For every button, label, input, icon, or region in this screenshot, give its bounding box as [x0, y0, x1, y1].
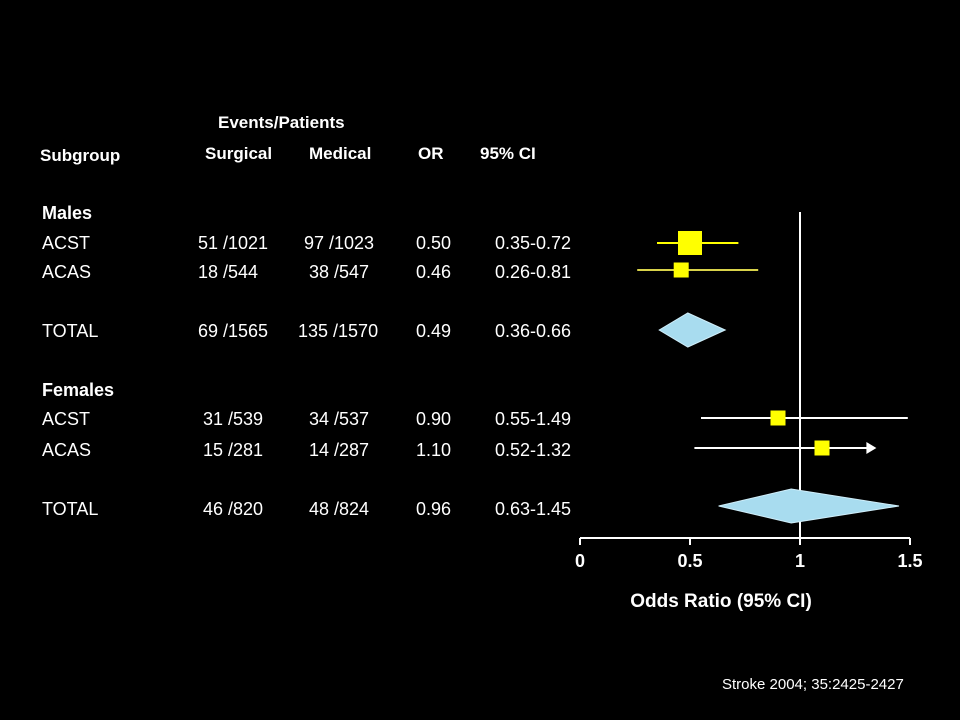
row-ci-females-total: 0.63-1.45	[495, 499, 572, 519]
row-ci-females-acas: 0.52-1.32	[495, 440, 572, 460]
row-or-females-total: 0.96	[416, 499, 452, 519]
point-square-males-acst	[678, 231, 702, 255]
row-ci-females-acst: 0.55-1.49	[495, 409, 572, 429]
ci-arrow-females-acas	[866, 442, 877, 454]
x-tick-label-3: 1.5	[897, 551, 922, 571]
row-surgical-females-acas: 15 /281	[203, 440, 264, 460]
row-medical-males-acst: 97 /1023	[304, 233, 375, 253]
diamond-females-total	[718, 488, 900, 524]
group-label-males: Males	[42, 203, 93, 223]
header-medical: Medical	[309, 144, 372, 163]
x-axis-label: Odds Ratio (95% CI)	[630, 591, 812, 612]
row-ci-males-acst: 0.35-0.72	[495, 233, 572, 253]
row-or-females-acst: 0.90	[416, 409, 452, 429]
row-or-males-acas: 0.46	[416, 262, 452, 282]
row-name-males-acst: ACST	[42, 233, 91, 253]
header-surgical: Surgical	[205, 144, 273, 163]
row-or-females-acas: 1.10	[416, 440, 452, 460]
row-name-males-acas: ACAS	[42, 262, 92, 282]
group-label-females: Females	[42, 380, 115, 400]
row-ci-males-acas: 0.26-0.81	[495, 262, 572, 282]
row-medical-females-acst: 34 /537	[309, 409, 370, 429]
row-name-females-total: TOTAL	[42, 499, 99, 519]
point-square-males-acas	[673, 262, 689, 278]
row-surgical-males-acst: 51 /1021	[198, 233, 269, 253]
x-tick-label-0: 0	[575, 551, 585, 571]
diamond-males-total	[658, 312, 727, 348]
header-ci: 95% CI	[480, 144, 536, 163]
row-or-males-acst: 0.50	[416, 233, 452, 253]
citation: Stroke 2004; 35:2425-2427	[722, 676, 904, 693]
row-medical-females-total: 48 /824	[309, 499, 370, 519]
row-medical-males-acas: 38 /547	[309, 262, 370, 282]
row-name-females-acst: ACST	[42, 409, 91, 429]
header-subgroup: Subgroup	[40, 146, 121, 165]
point-square-females-acst	[770, 410, 786, 426]
row-surgical-males-acas: 18 /544	[198, 262, 259, 282]
row-ci-males-total: 0.36-0.66	[495, 321, 572, 341]
header-group-events-patients: Events/Patients	[218, 113, 345, 132]
row-name-females-acas: ACAS	[42, 440, 92, 460]
row-medical-males-total: 135 /1570	[298, 321, 379, 341]
x-tick-label-1: 0.5	[677, 551, 702, 571]
row-medical-females-acas: 14 /287	[309, 440, 370, 460]
x-tick-label-2: 1	[795, 551, 805, 571]
row-surgical-females-acst: 31 /539	[203, 409, 264, 429]
point-square-females-acas	[814, 440, 830, 456]
header-or: OR	[418, 144, 444, 163]
row-name-males-total: TOTAL	[42, 321, 99, 341]
row-surgical-females-total: 46 /820	[203, 499, 264, 519]
row-surgical-males-total: 69 /1565	[198, 321, 269, 341]
row-or-males-total: 0.49	[416, 321, 452, 341]
